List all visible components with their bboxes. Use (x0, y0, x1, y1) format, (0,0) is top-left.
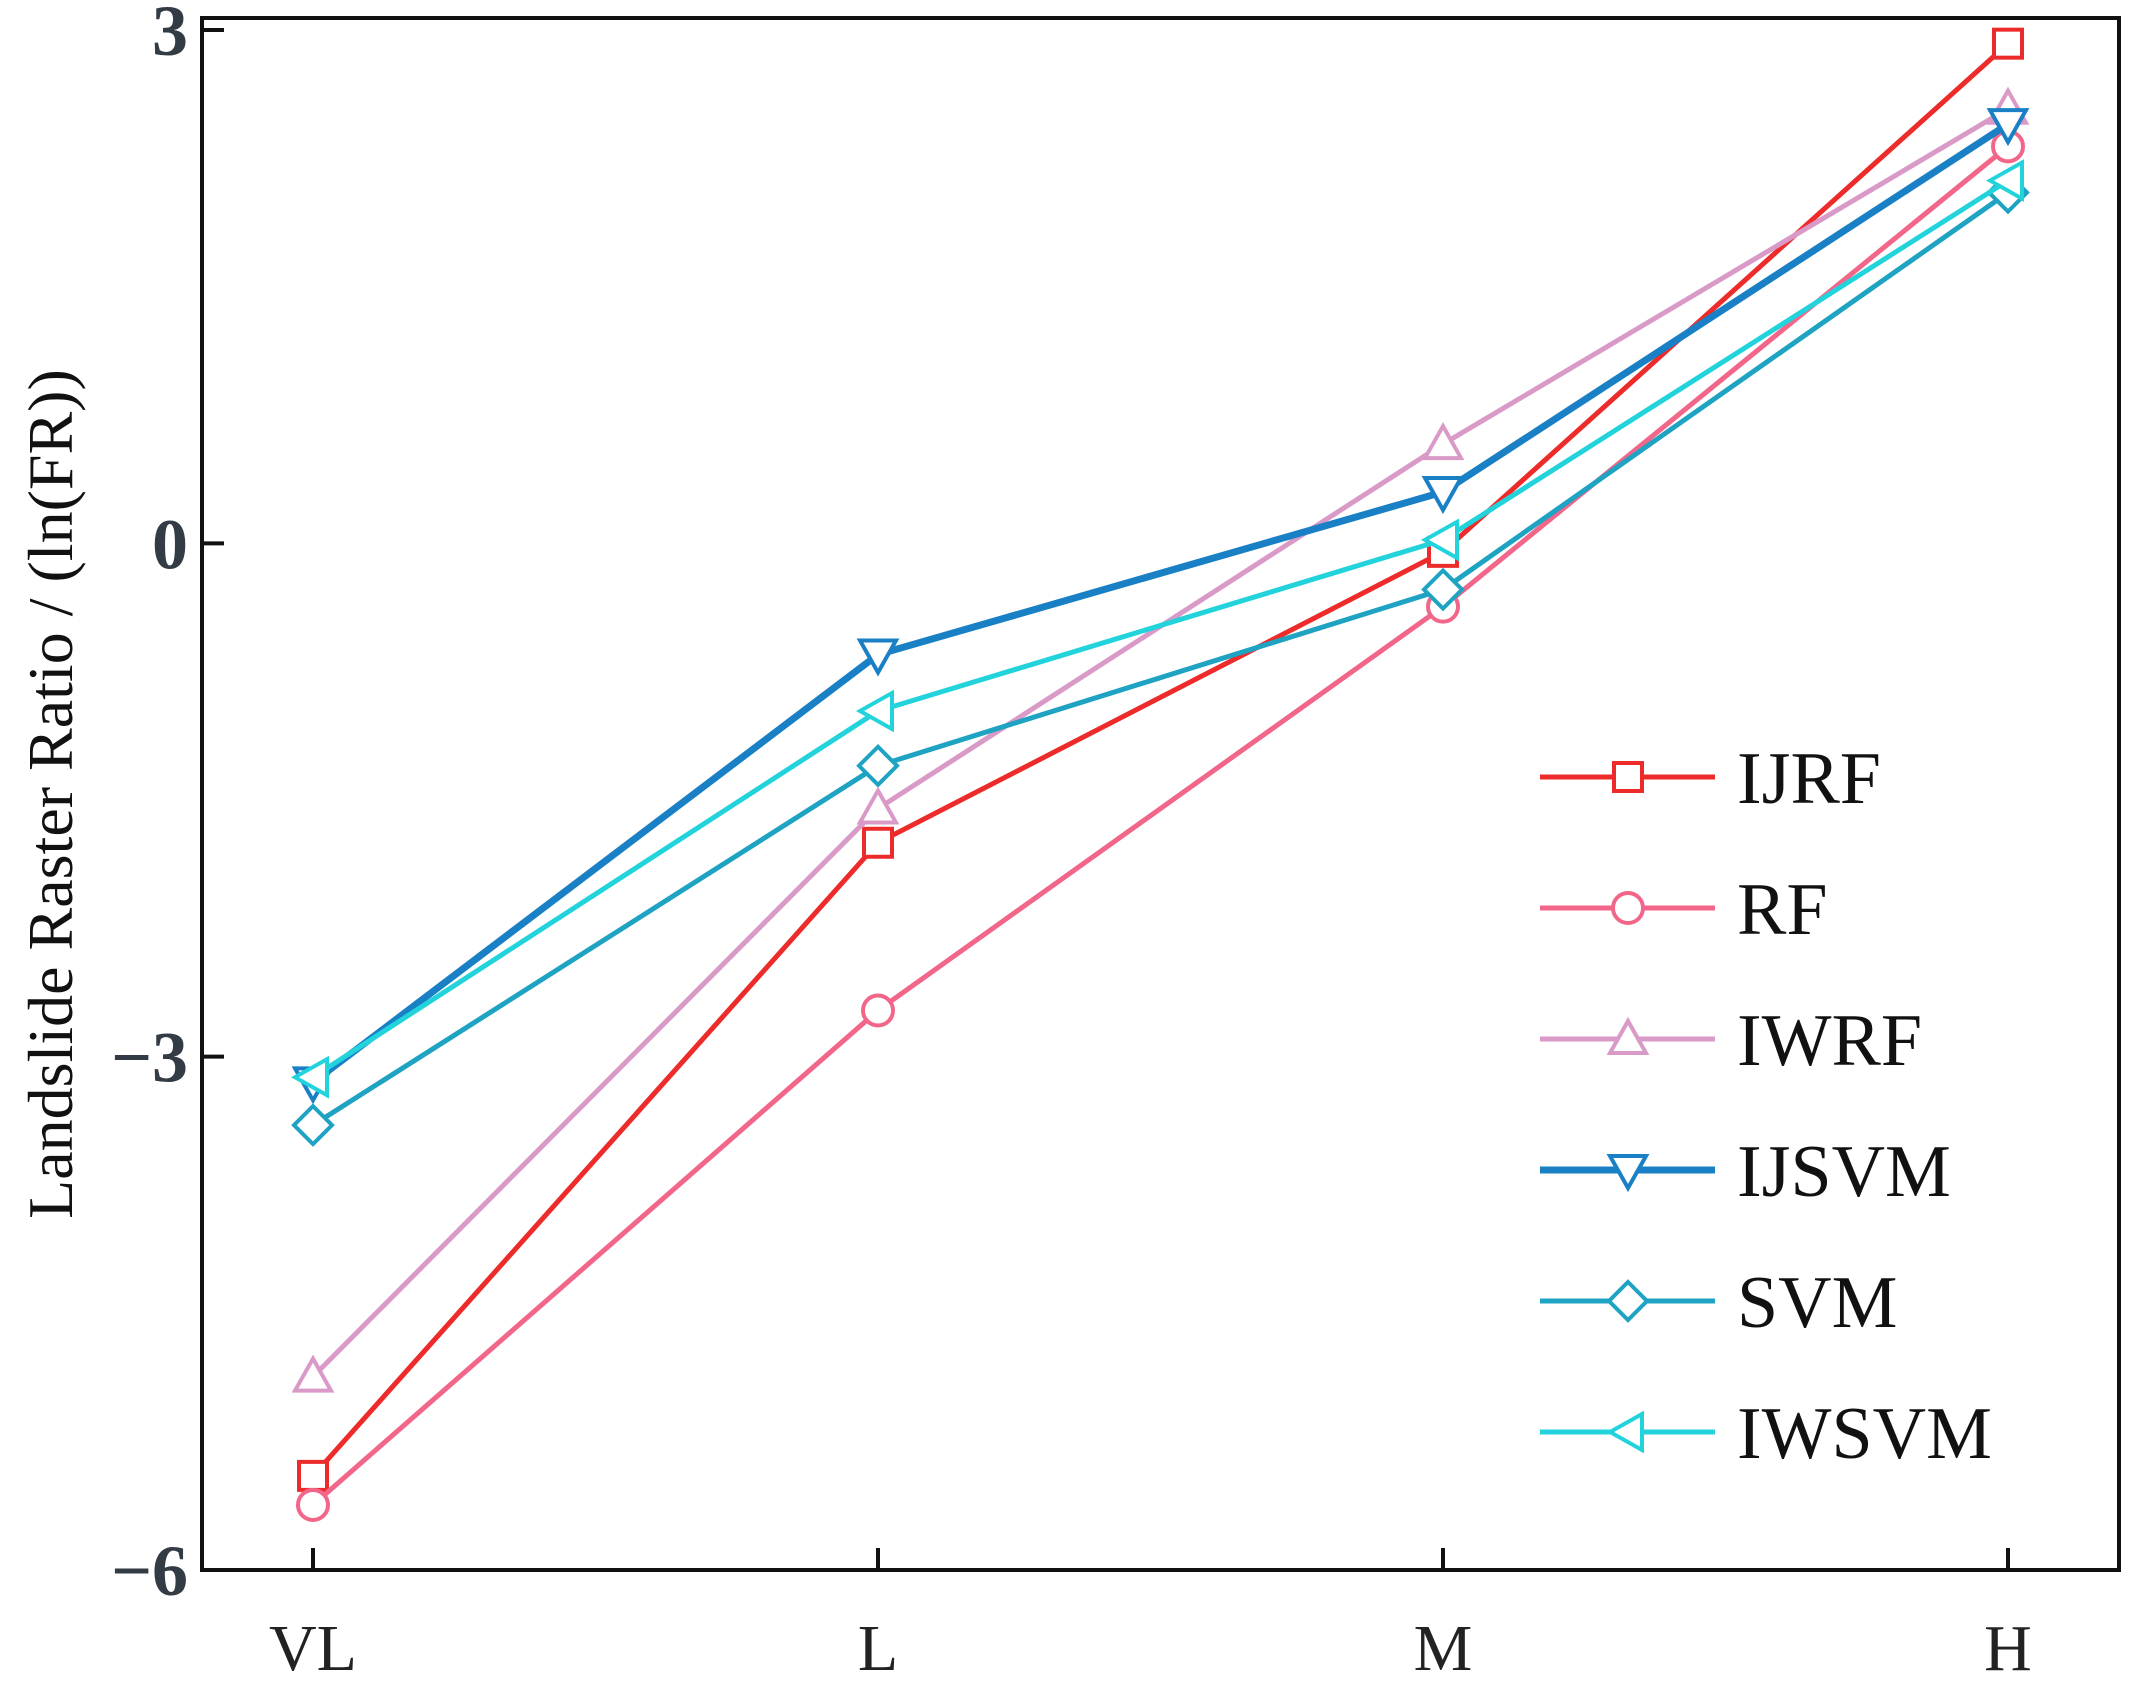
data-point (1986, 108, 2030, 147)
legend-item: IWSVM (1540, 1393, 1992, 1475)
legend-item: SVM (1540, 1262, 1897, 1344)
legend-marker (1612, 761, 1644, 793)
data-point (1421, 567, 1465, 612)
x-tick-label: H (1984, 1612, 2032, 1685)
data-point (855, 689, 894, 733)
y-tick-label: −3 (111, 1018, 188, 1098)
data-point (1992, 27, 2024, 60)
y-axis-title: Landslide Raster Ratio / (ln(FR)) (15, 369, 86, 1219)
data-point (291, 1354, 335, 1393)
plot-frame (200, 16, 2121, 1572)
legend-label: IWSVM (1737, 1393, 1992, 1475)
series-ijrf (297, 27, 2024, 1492)
data-point (856, 786, 900, 825)
y-axis: −6 −3 0 3 (111, 0, 224, 1611)
legend-item: IJRF (1540, 738, 1881, 820)
legend-label: IWRF (1737, 1000, 1922, 1082)
data-point (861, 993, 895, 1028)
x-axis: VL L M H (269, 1548, 2032, 1685)
x-tick-label: VL (269, 1612, 357, 1685)
data-point (856, 743, 900, 788)
series-svm (291, 170, 2030, 1147)
data-point (296, 1487, 330, 1522)
y-tick-label: 0 (152, 504, 188, 584)
series-line (311, 178, 2010, 1080)
series-line (311, 41, 2010, 1478)
legend: IJRF RF IWRF IJSVM SVM IWSVM (1540, 738, 1992, 1475)
y-tick-label: −6 (111, 1531, 188, 1611)
series-line (311, 190, 2010, 1128)
legend-marker (1606, 1154, 1650, 1193)
legend-item: IJSVM (1540, 1131, 1951, 1213)
data-point (290, 1055, 329, 1099)
legend-label: IJSVM (1737, 1131, 1951, 1213)
series-line (311, 144, 2010, 1507)
y-tick-label: 3 (152, 0, 188, 71)
series-line (310, 121, 2010, 1086)
legend-item: IWRF (1540, 1000, 1922, 1082)
data-point (1421, 421, 1465, 461)
data-point (297, 1459, 329, 1492)
legend-label: RF (1737, 869, 1828, 951)
legend-label: SVM (1737, 1262, 1897, 1344)
data-point (856, 638, 900, 677)
data-point (291, 1103, 335, 1147)
data-point (1421, 475, 1465, 515)
data-point (862, 826, 894, 859)
data-point (1420, 518, 1459, 562)
series-iwsvm (290, 159, 2024, 1099)
legend-item: RF (1540, 869, 1828, 951)
legend-marker (1611, 891, 1645, 925)
legend-marker (1606, 1279, 1650, 1323)
legend-marker (1605, 1410, 1644, 1454)
legend-label: IJRF (1737, 738, 1881, 820)
x-tick-label: M (1414, 1612, 1473, 1685)
x-tick-label: L (858, 1612, 898, 1685)
series-layer (290, 27, 2030, 1522)
data-point (1985, 159, 2024, 202)
legend-marker (1606, 1016, 1650, 1055)
